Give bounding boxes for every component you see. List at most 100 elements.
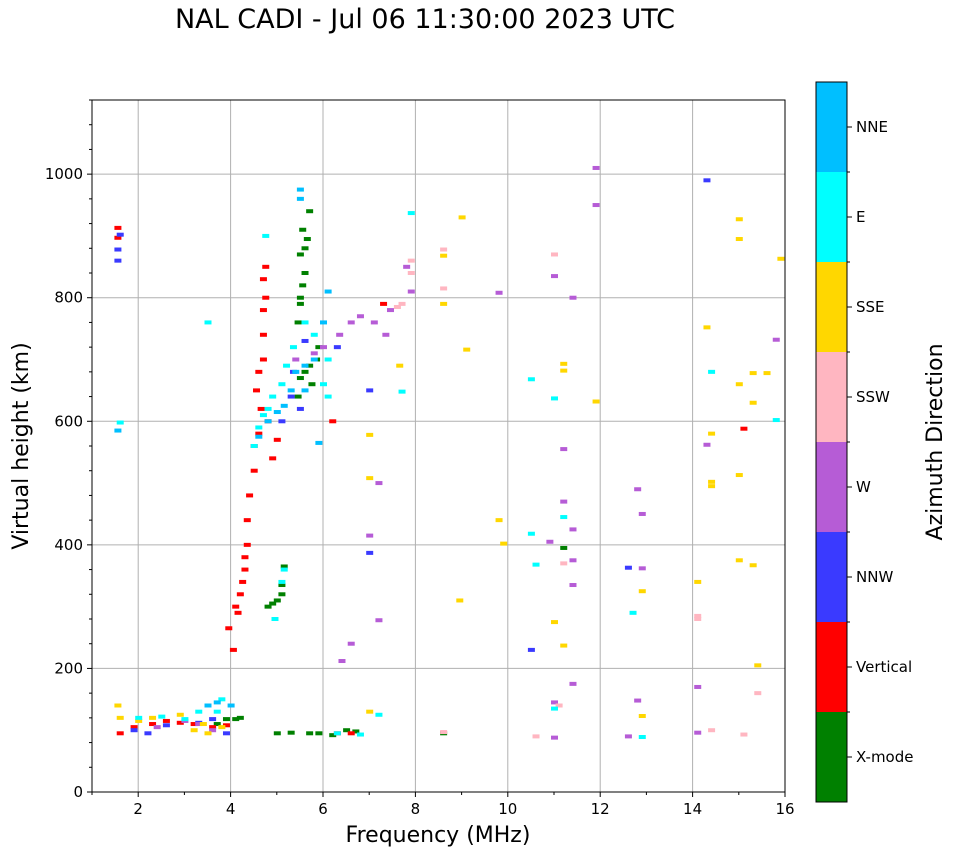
x-tick-label: 8 [411, 800, 421, 818]
data-point-vertical [149, 722, 157, 727]
data-point-w [560, 447, 568, 452]
data-point-e [289, 345, 297, 350]
data-point-vertical [225, 626, 233, 631]
data-point-e [259, 413, 267, 418]
colorbar-label-item: SSE [856, 298, 885, 316]
data-point-sse [560, 368, 568, 373]
data-point-ssw [694, 617, 702, 621]
colorbar-swatch [816, 622, 847, 712]
data-point-x-mode [287, 730, 295, 735]
data-point-x-mode [278, 583, 286, 588]
data-point-w [336, 332, 344, 337]
data-point-sse [456, 598, 464, 603]
data-point-w [495, 290, 503, 295]
data-point-sse [458, 215, 466, 220]
data-point-ssw [754, 691, 762, 696]
data-point-e [324, 394, 332, 399]
data-point-ssw [407, 258, 415, 263]
data-point-e [527, 531, 535, 536]
data-point-vertical [262, 295, 270, 300]
data-point-nnw [116, 232, 124, 237]
data-point-ssw [440, 730, 448, 735]
data-point-nne [301, 388, 309, 393]
data-point-vertical [232, 604, 240, 609]
data-point-sse [440, 253, 448, 258]
grid [92, 100, 785, 792]
data-point-e [527, 377, 535, 382]
data-point-w [407, 289, 415, 294]
data-point-nnw [301, 338, 309, 343]
data-point-e [310, 332, 318, 337]
data-point-sse [749, 563, 757, 568]
data-point-x-mode [296, 252, 304, 257]
data-point-sse [754, 663, 762, 668]
data-point-x-mode [306, 731, 314, 736]
data-point-sse [199, 722, 207, 727]
data-point-nnw [333, 345, 341, 350]
data-point-vertical [130, 725, 138, 730]
data-point-w [551, 700, 558, 705]
data-point-w [310, 351, 318, 356]
data-point-e [375, 712, 383, 717]
data-point-nne [264, 419, 272, 424]
data-point-ssw [407, 271, 415, 275]
data-point-nne [315, 440, 323, 445]
data-point-nne [296, 196, 304, 201]
data-point-x-mode [308, 382, 316, 387]
data-point-nne [324, 289, 332, 294]
data-point-w [195, 722, 203, 727]
data-point-nnw [296, 406, 304, 411]
data-point-nnw [366, 550, 374, 555]
data-point-e [708, 369, 716, 374]
data-point-w [592, 165, 600, 170]
data-point-w [375, 481, 383, 486]
data-point-e [218, 697, 226, 702]
colorbar-label-item: NNE [856, 118, 888, 136]
data-point-w [560, 499, 568, 504]
data-point-nnw [366, 388, 374, 393]
data-point-e [532, 562, 540, 567]
data-point-sse [763, 371, 771, 376]
data-point-sse [777, 256, 785, 261]
y-tick-label: 600 [54, 412, 83, 430]
y-tick-label: 800 [54, 289, 83, 307]
colorbar-swatch [816, 172, 847, 262]
data-point-sse [495, 518, 503, 523]
data-point-w [592, 203, 600, 208]
data-point-e [772, 418, 780, 423]
data-point-w [569, 583, 577, 588]
data-point-sse [366, 432, 374, 437]
data-point-w [209, 728, 217, 733]
data-point-x-mode [278, 592, 286, 597]
data-point-e [629, 610, 637, 615]
colorbar-label: Azimuth Direction [923, 343, 948, 540]
data-point-e [551, 396, 558, 401]
data-point-e [195, 709, 203, 714]
data-point-x-mode [560, 545, 568, 550]
data-point-x-mode [301, 369, 309, 374]
data-point-nnw [624, 565, 632, 570]
data-point-ssw [393, 304, 401, 309]
data-point-w [375, 618, 383, 623]
data-point-vertical [243, 542, 251, 547]
data-point-w [569, 558, 577, 563]
data-point-vertical [273, 437, 281, 442]
data-point-e [271, 617, 279, 621]
data-point-w [551, 735, 558, 740]
data-point-e [333, 731, 341, 736]
colorbar-label-item: NNW [856, 568, 893, 586]
data-point-sse [638, 589, 646, 594]
data-point-x-mode [296, 295, 304, 300]
x-tick-label: 16 [775, 800, 794, 818]
data-point-x-mode [303, 237, 311, 242]
data-point-sse [366, 476, 374, 481]
data-point-e [320, 382, 327, 387]
y-axis-label: Virtual height (km) [9, 342, 34, 549]
data-point-nnw [527, 647, 535, 652]
data-point-e [158, 714, 166, 719]
data-point-w [638, 566, 646, 571]
data-point-sse [708, 484, 716, 489]
data-point-x-mode [352, 729, 360, 734]
data-point-sse [703, 325, 711, 330]
